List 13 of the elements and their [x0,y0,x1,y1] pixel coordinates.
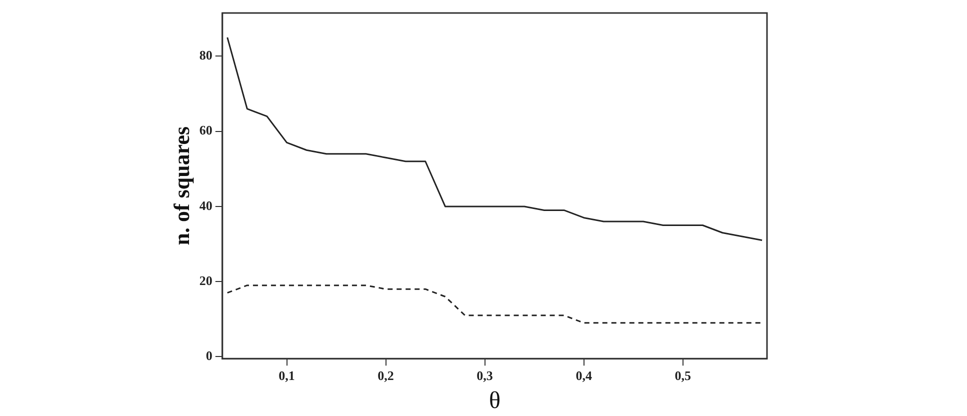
x-tick-label: 0,5 [674,368,692,383]
y-tick-label: 40 [199,198,212,213]
x-tick-label: 0,3 [476,368,494,383]
x-tick-label: 0,4 [576,368,592,383]
y-tick-label: 20 [199,272,212,288]
line-series [226,284,763,324]
y-tick-label: 80 [199,48,212,63]
y-axis-title: n. of squares [168,126,194,246]
x-tick-label: 0,1 [278,368,295,383]
y-tick-label: 60 [199,122,212,138]
y-tick-label: 0 [206,348,212,364]
x-axis-title: θ [488,388,500,414]
x-tick-label: 0,2 [378,368,394,383]
